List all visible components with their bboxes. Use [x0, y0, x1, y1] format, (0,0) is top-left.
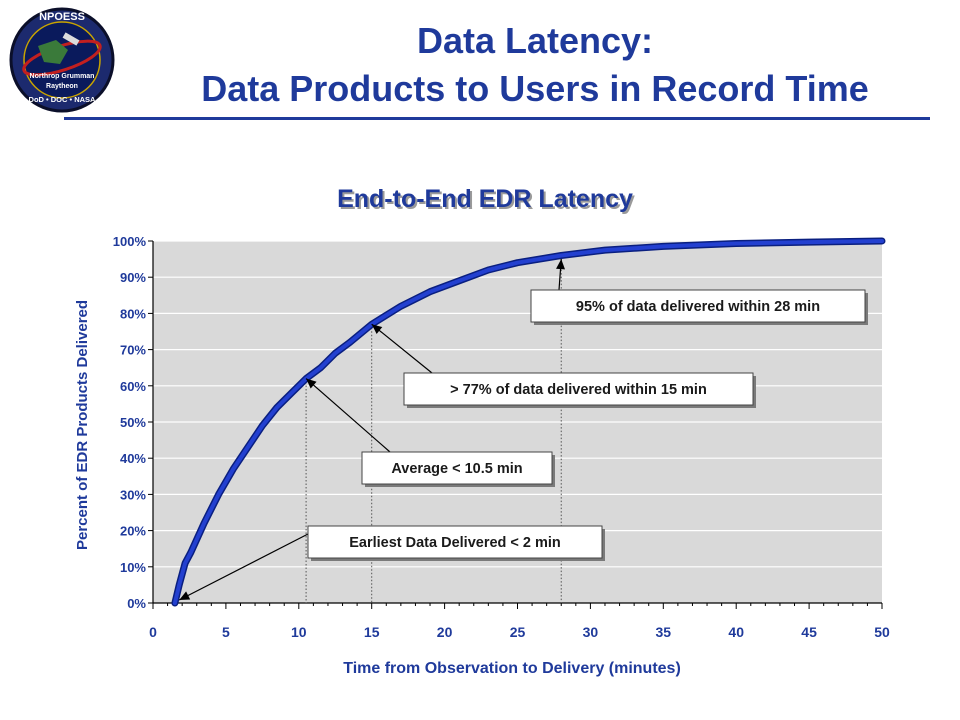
callout-leader	[305, 378, 391, 453]
callout-arrowhead	[371, 324, 383, 335]
logo-title: NPOESS	[39, 11, 85, 23]
x-tick-label: 35	[656, 624, 672, 640]
npoess-logo: NPOESS Northrop Grumman Raytheon DoD • D…	[9, 7, 115, 113]
callout-leader	[371, 323, 433, 374]
x-tick-label: 5	[222, 624, 230, 640]
x-tick-label: 45	[801, 624, 817, 640]
page-title-line-1: Data Latency:	[416, 20, 654, 61]
callout-arrowhead	[306, 378, 317, 389]
callout-label: 95% of data delivered within 28 min	[576, 299, 820, 315]
callout-label: > 77% of data delivered within 15 min	[450, 382, 707, 398]
callout-label: Earliest Data Delivered < 2 min	[349, 535, 561, 551]
y-tick-label: 40%	[120, 451, 146, 466]
logo-line-2: Raytheon	[46, 83, 78, 90]
logo-line-3: DoD • DOC • NASA	[29, 95, 97, 104]
x-tick-label: 20	[437, 624, 453, 640]
y-tick-label: 70%	[120, 343, 146, 358]
x-tick-label: 25	[510, 624, 526, 640]
x-tick-label: 10	[291, 624, 307, 640]
callout-arrowhead	[556, 259, 566, 270]
callout-leader	[178, 533, 309, 601]
page-title-line-2: Data Products to Users in Record Time	[201, 68, 869, 109]
y-tick-label: 30%	[120, 487, 146, 502]
y-tick-label: 100%	[113, 234, 147, 249]
y-tick-label: 10%	[120, 560, 146, 575]
logo-line-1: Northrop Grumman	[30, 73, 95, 80]
y-tick-label: 60%	[120, 379, 146, 394]
y-tick-label: 20%	[120, 524, 146, 539]
x-tick-label: 40	[728, 624, 744, 640]
x-tick-label: 15	[364, 624, 380, 640]
callout-box	[403, 372, 754, 406]
x-tick-label: 30	[583, 624, 599, 640]
chart-title-shadow: End-to-End EDR Latency	[339, 187, 635, 215]
title-rule	[64, 117, 930, 120]
y-axis-label: Percent of EDR Products Delivered	[74, 300, 91, 550]
y-tick-label: 80%	[120, 306, 146, 321]
x-tick-label: 0	[149, 624, 157, 640]
y-tick-label: 0%	[127, 596, 146, 611]
y-tick-label: 50%	[120, 415, 146, 430]
chart-title: End-to-End EDR Latency	[337, 185, 633, 213]
callout-box	[530, 289, 866, 323]
callout-box	[361, 451, 553, 485]
callout-box	[307, 525, 603, 559]
x-tick-label: 50	[874, 624, 890, 640]
y-tick-label: 90%	[120, 270, 146, 285]
x-axis-label: Time from Observation to Delivery (minut…	[343, 660, 681, 677]
series-line	[172, 239, 884, 605]
callout-label: Average < 10.5 min	[391, 461, 522, 477]
callout-arrowhead	[179, 591, 191, 600]
